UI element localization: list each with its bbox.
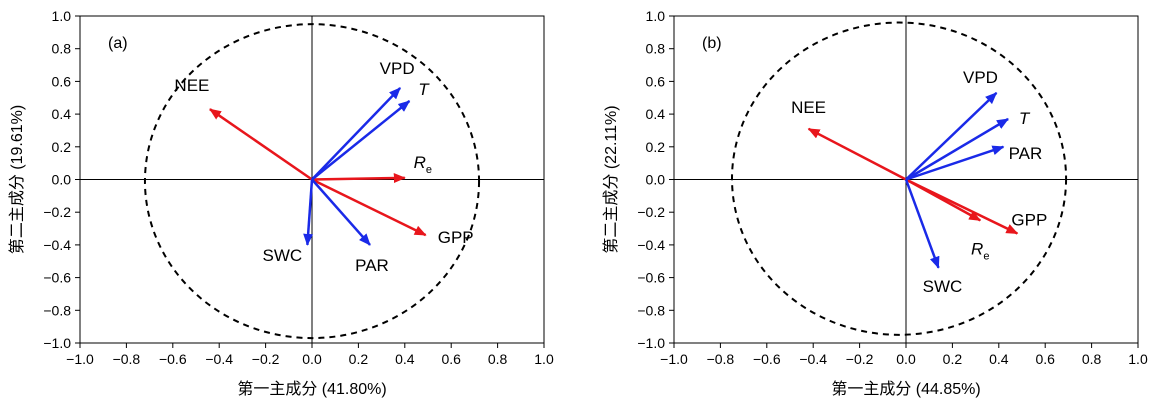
vector-label-nee-b: NEE [791, 98, 826, 117]
x-tick-label-a: −1.0 [66, 351, 94, 367]
vector-label-swc-b: SWC [923, 277, 963, 296]
y-tick-label-b: 0.0 [646, 172, 666, 188]
x-tick-label-b: 0.6 [1035, 351, 1055, 367]
x-tick-label-b: 1.0 [1128, 351, 1148, 367]
vector-label-gpp-a: GPP [438, 228, 474, 247]
y-axis-title-a: 第二主成分 (19.61%) [8, 105, 26, 254]
x-tick-label-a: −0.6 [159, 351, 187, 367]
y-tick-label-b: 1.0 [646, 8, 666, 24]
vector-arrow-nee-a [209, 108, 313, 181]
panel-label-a: (a) [108, 35, 128, 52]
vector-label-vpd-a: VPD [380, 59, 415, 78]
y-axis-title-b: 第二主成分 (22.11%) [602, 105, 620, 253]
vector-label-par-b: PAR [1009, 144, 1043, 163]
x-tick-label-a: 0.8 [488, 351, 508, 367]
x-tick-label-a: −0.8 [113, 351, 141, 367]
biplot-panel-a: −1.0−1.0 −0.8 −0.8 −0.6 −0.6 −0.4 −0.4 −0.2 −0.2… [8, 8, 554, 398]
biplot-panel-b: −1.0−1.0 −0.8 −0.8 −0.6 −0.6 −0.4 −0.4 −0.2 −0.2… [602, 8, 1148, 398]
y-tick-label-b: −0.4 [637, 237, 665, 253]
vector-label-re-b: Re [971, 239, 989, 262]
y-tick-label-b: −0.6 [637, 270, 665, 286]
vector-label-nee-a: NEE [174, 76, 209, 95]
x-tick-label-a: 0.6 [441, 351, 461, 367]
vector-label-swc-a: SWC [263, 246, 303, 265]
y-tick-label-a: 1.0 [52, 8, 72, 24]
vector-arrow-par-a [311, 178, 371, 246]
vector-label-par-a: PAR [355, 256, 389, 275]
y-tick-label-a: −0.4 [43, 237, 71, 253]
x-axis-title-a: 第一主成分 (41.80%) [237, 380, 386, 398]
y-tick-label-a: 0.4 [52, 106, 72, 122]
panel-label-b: (b) [702, 35, 722, 52]
vector-label-re-a: Re [414, 153, 432, 176]
vector-label-t-b: T [1019, 109, 1031, 128]
x-tick-label-a: −0.4 [205, 351, 233, 367]
x-tick-label-b: 0.8 [1082, 351, 1102, 367]
vector-arrow-nee-b [807, 127, 907, 181]
x-tick-label-b: −0.6 [753, 351, 781, 367]
vector-arrow-gpp-b [905, 178, 1019, 235]
y-tick-label-b: 0.6 [646, 73, 666, 89]
x-tick-label-b: 0.2 [943, 351, 963, 367]
vector-arrow-swc-a [303, 179, 314, 246]
correlation-circle-b [731, 21, 1068, 336]
y-tick-label-b: 0.2 [646, 139, 666, 155]
y-tick-label-a: 0.6 [52, 73, 72, 89]
y-tick-label-a: −0.8 [43, 302, 71, 318]
x-tick-label-a: 0.0 [302, 351, 322, 367]
y-tick-label-a: 0.8 [52, 41, 72, 57]
x-tick-label-a: 1.0 [534, 351, 554, 367]
vector-label-t-a: T [418, 80, 430, 99]
y-tick-label-b: 0.8 [646, 41, 666, 57]
vector-label-gpp-b: GPP [1011, 210, 1047, 229]
y-tick-label-a: −0.6 [43, 270, 71, 286]
vector-arrow-re-a [311, 173, 406, 184]
y-tick-label-b: −1.0 [637, 335, 665, 351]
x-tick-label-b: 0.0 [896, 351, 916, 367]
vector-arrow-t-a [311, 100, 411, 181]
vector-arrow-gpp-a [311, 178, 427, 237]
vector-label-vpd-b: VPD [963, 68, 998, 87]
vector-arrow-vpd-a [311, 87, 402, 181]
vector-arrow-t-b [905, 117, 1009, 181]
correlation-circle-a [143, 23, 481, 340]
y-tick-label-a: 0.2 [52, 139, 72, 155]
y-tick-label-a: −0.2 [43, 204, 71, 220]
x-tick-label-b: −1.0 [660, 351, 688, 367]
x-tick-label-b: 0.4 [989, 351, 1009, 367]
x-tick-label-a: 0.2 [349, 351, 369, 367]
x-tick-label-a: −0.2 [252, 351, 280, 367]
x-tick-label-b: −0.8 [707, 351, 735, 367]
vector-arrow-vpd-b [905, 91, 998, 181]
x-axis-title-b: 第一主成分 (44.85%) [831, 380, 980, 398]
x-tick-label-b: −0.4 [799, 351, 827, 367]
vector-arrow-par-b [905, 145, 1005, 181]
x-tick-label-a: 0.4 [395, 351, 415, 367]
y-tick-label-b: 0.4 [646, 106, 666, 122]
y-tick-label-a: −1.0 [43, 335, 71, 351]
y-tick-label-b: −0.2 [637, 204, 665, 220]
y-tick-label-a: 0.0 [52, 172, 72, 188]
x-tick-label-b: −0.2 [846, 351, 874, 367]
y-tick-label-b: −0.8 [637, 302, 665, 318]
vector-arrow-swc-b [904, 179, 940, 269]
